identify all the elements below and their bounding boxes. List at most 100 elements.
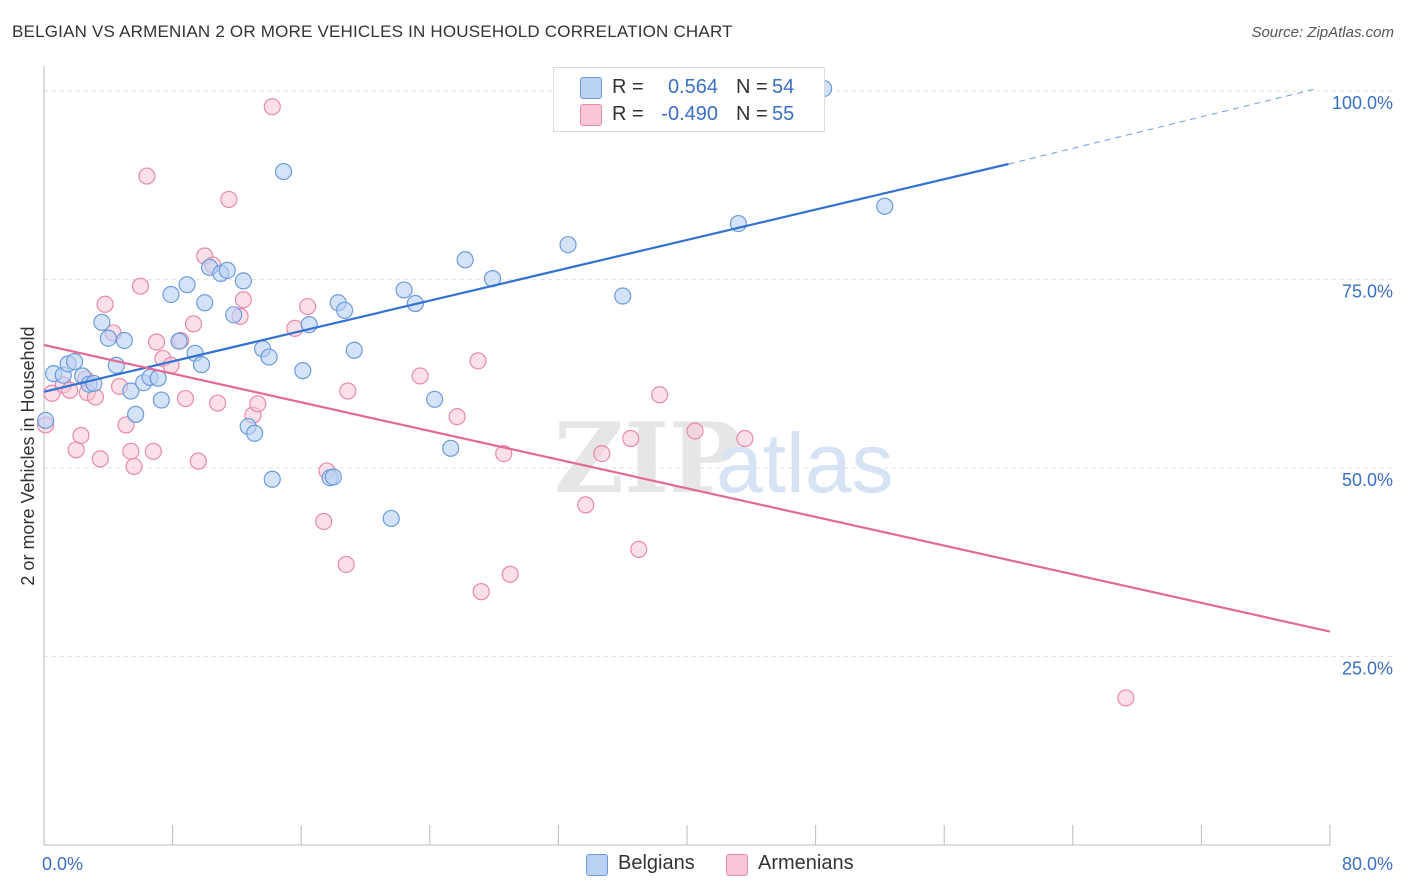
axes [43,66,1331,846]
belgian-point [456,251,474,269]
armenian-point [630,540,648,558]
trend-lines [43,88,1331,633]
belgian-point [115,331,133,350]
y-tick-label: 75.0% [1342,281,1393,301]
belgian-point [559,236,577,254]
belgian-point [122,382,140,400]
armenian-point [125,457,143,476]
belgian-point [274,162,293,181]
belgian-point [127,405,145,423]
armenian-point [72,426,90,445]
belgian-point [876,197,894,215]
legend-row-belgians: R = 0.564 N = 54 [554,73,824,101]
legend-n-label: N = [736,76,768,98]
legend-label-belgians: Belgians [618,852,695,874]
armenian-point [622,429,640,448]
armenian-point [495,444,513,463]
armenian-point [144,442,162,460]
armenian-point [184,315,203,333]
armenian-point [263,98,281,116]
belgian-point [336,301,354,319]
armenian-point [220,190,238,209]
armenian-point [299,297,317,316]
legend-r-value: -0.490 [661,103,718,125]
belgian-point [442,439,460,457]
belgian-point [93,313,111,331]
armenian-point [147,333,166,351]
series-legend: Belgians Armenians [0,852,1406,878]
armenian-point [131,277,150,295]
source-label: Source: ZipAtlas.com [1251,24,1394,41]
legend-n-label: N = [736,103,768,125]
armenian-point [651,386,669,404]
legend-r-label: R = [612,103,644,125]
belgian-point [196,294,214,312]
belgian-point [37,411,55,430]
belgian-point [234,272,252,290]
belgian-point [426,390,444,408]
armenian-point [472,583,490,601]
belgian-point [152,391,170,409]
armenian-point [209,394,227,412]
correlation-legend: R = 0.564 N = 54 R = -0.490 N = 55 [553,67,825,132]
belgian-point [99,329,117,347]
legend-label-armenians: Armenians [758,852,854,874]
armenian-point [91,450,109,468]
legend-swatch-armenians [726,854,748,876]
armenian-point [234,291,252,309]
armenian-point [501,565,519,583]
armenian-point [339,382,357,400]
armenian-point [138,167,156,185]
armenian-point [593,444,611,463]
tick-labels: 25.0% 50.0% 75.0% 100.0% 0.0% 80.0% [42,93,1393,874]
y-tick-label: 50.0% [1342,470,1393,490]
belgian-point [614,287,632,305]
armenian-point [315,512,333,531]
x-tick-label: 0.0% [42,854,83,874]
legend-n-value: 55 [772,103,795,125]
belgian-point [65,352,84,371]
armenian-trend-line [43,343,1331,633]
watermark: ZIP atlas [554,402,893,515]
legend-n-value: 54 [772,76,795,98]
belgian-point [245,424,264,442]
y-tick-label: 25.0% [1342,658,1393,678]
armenian-point [411,367,429,385]
belgian-point [395,281,413,299]
watermark-zip: ZIP [554,402,741,515]
armenian-point [1117,689,1135,707]
belgian-point [345,341,363,359]
legend-r-value: 0.564 [667,76,718,98]
armenian-point [96,295,114,313]
belgian-point [192,356,211,374]
armenian-point [448,408,466,426]
legend-r-label: R = [612,76,644,98]
belgian-point [382,509,400,528]
belgian-point [263,470,281,488]
armenian-point [337,555,355,574]
armenian-point [117,416,135,434]
chart-title: BELGIAN VS ARMENIAN 2 OR MORE VEHICLES I… [12,22,733,41]
legend-swatch-belgians [586,854,608,876]
armenian-point [686,422,704,440]
x-tick-label: 80.0% [1342,854,1393,874]
belgian-point [225,306,243,324]
belgian-trend-line [43,162,1009,393]
watermark-atlas: atlas [716,416,893,510]
belgian-point [162,285,180,304]
armenian-point [67,441,85,459]
armenian-point [736,429,754,448]
armenian-point [176,389,195,408]
belgian-point [170,332,188,350]
armenian-point [577,496,595,514]
legend-swatch-belgians [580,77,602,99]
belgian-trend-extension [1008,88,1315,165]
belgian-point [294,362,312,380]
y-tick-label: 100.0% [1332,93,1393,113]
belgian-point [218,261,236,279]
y-axis-label: 2 or more Vehicles in Household [18,326,38,585]
armenian-point [189,452,207,470]
belgian-point [178,276,196,294]
armenian-point [249,395,267,413]
